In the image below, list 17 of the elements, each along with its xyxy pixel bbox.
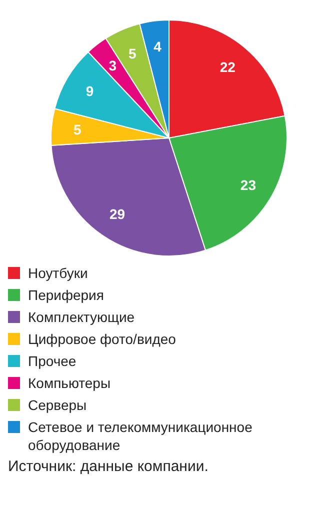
- data-label: 9: [86, 83, 94, 100]
- data-label: 5: [128, 46, 137, 62]
- legend-label: Прочее: [28, 352, 76, 370]
- legend-label: Ноутбуки: [28, 264, 88, 282]
- legend-label: Комплектующие: [28, 308, 135, 326]
- legend-label: Сетевое и телекоммуникационное оборудование: [28, 418, 254, 454]
- data-label: 22: [220, 59, 236, 76]
- data-label: 29: [109, 206, 126, 222]
- legend-label: Компьютеры: [28, 374, 111, 392]
- data-label: 4: [154, 38, 162, 55]
- legend-label: Периферия: [28, 286, 104, 304]
- text: Источник: данные компании.: [8, 458, 210, 475]
- legend-label: Серверы: [28, 396, 87, 414]
- data-label: 3: [108, 57, 117, 74]
- data-label: 23: [240, 176, 256, 193]
- legend-label: Цифровое фото/видео: [28, 330, 176, 348]
- data-label: 5: [73, 121, 82, 138]
